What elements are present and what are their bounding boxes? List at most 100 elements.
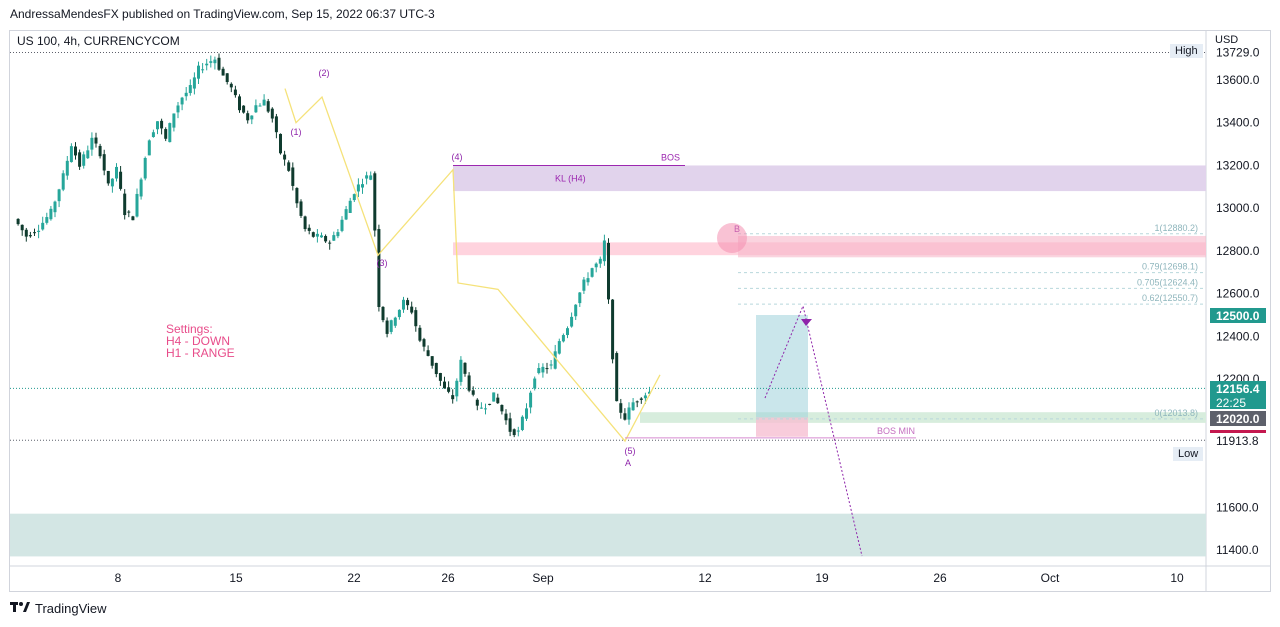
currency-label: USD bbox=[1215, 34, 1239, 46]
candle-body bbox=[61, 173, 65, 190]
candle-body bbox=[455, 380, 459, 397]
candle-body bbox=[418, 327, 422, 341]
price-badge-value: 12156.4 bbox=[1216, 382, 1260, 397]
candle-body bbox=[492, 392, 496, 402]
footer-brand[interactable]: TradingView bbox=[10, 601, 107, 616]
candle-body bbox=[340, 219, 344, 231]
wave-label-5: A bbox=[625, 458, 631, 468]
candle-body bbox=[172, 113, 176, 128]
candle-body bbox=[221, 68, 225, 76]
candle-body bbox=[123, 193, 127, 216]
candle-body bbox=[287, 162, 291, 171]
candle-body bbox=[119, 171, 123, 189]
candle-body bbox=[78, 152, 82, 167]
candle-body bbox=[311, 232, 315, 237]
x-tick-7: 26 bbox=[933, 571, 947, 585]
candle-body bbox=[377, 229, 381, 307]
x-tick-2: 22 bbox=[347, 571, 361, 585]
demand-zone-low bbox=[10, 513, 1206, 557]
candle-body bbox=[184, 92, 188, 97]
y-tick-4: 12600.0 bbox=[1216, 287, 1260, 301]
footer-brand-text: TradingView bbox=[35, 601, 107, 616]
candle-body bbox=[254, 105, 258, 113]
candle-body bbox=[41, 222, 45, 230]
projection-arrow-icon bbox=[801, 319, 812, 326]
candle-body bbox=[545, 368, 549, 370]
wave-label-2: (3) bbox=[377, 258, 388, 268]
candle-body bbox=[381, 306, 385, 321]
candle-body bbox=[512, 429, 516, 436]
candle-body bbox=[156, 121, 159, 130]
candle-body bbox=[504, 413, 508, 421]
fib-label-3: 0.62(12550.7) bbox=[1142, 293, 1198, 303]
candle-body bbox=[406, 300, 410, 306]
candle-body bbox=[508, 418, 512, 432]
price-badge-value: 12020.0 bbox=[1216, 411, 1260, 426]
candle-body bbox=[143, 157, 147, 179]
candle-body bbox=[168, 123, 172, 143]
wave-label-4: (5) bbox=[625, 446, 636, 456]
candle-body bbox=[352, 194, 356, 201]
tradingview-logo-icon bbox=[10, 601, 30, 616]
candle-body bbox=[74, 146, 77, 156]
candle-body bbox=[541, 366, 545, 373]
candle-body bbox=[24, 229, 28, 237]
candle-body bbox=[270, 108, 274, 119]
candle-body bbox=[98, 145, 102, 157]
candle-body bbox=[529, 392, 533, 408]
x-tick-3: 26 bbox=[441, 571, 455, 585]
candle-body bbox=[590, 268, 594, 277]
candle-body bbox=[373, 173, 377, 231]
candle-body bbox=[303, 216, 307, 230]
candle-body bbox=[414, 310, 418, 327]
candle-body bbox=[274, 116, 278, 133]
candle-body bbox=[160, 120, 164, 129]
candle-body bbox=[643, 395, 647, 399]
candle-body bbox=[86, 150, 90, 159]
candle-body bbox=[525, 408, 528, 419]
candle-body bbox=[639, 398, 643, 400]
publisher-line: AndressaMendesFX published on TradingVie… bbox=[10, 7, 435, 21]
candle-body bbox=[500, 404, 504, 412]
candle-body bbox=[467, 375, 471, 391]
candle-body bbox=[615, 353, 619, 402]
candle-body bbox=[295, 188, 299, 204]
candle-body bbox=[49, 208, 53, 220]
candle-body bbox=[176, 105, 180, 113]
projection-path bbox=[764, 304, 863, 557]
wave-path bbox=[284, 88, 661, 443]
y-tick-10: 13729.0 bbox=[1216, 45, 1260, 59]
candle-body bbox=[238, 96, 241, 111]
candle-body bbox=[135, 193, 139, 217]
y-tick-5: 12800.0 bbox=[1216, 244, 1260, 258]
candle-body bbox=[65, 160, 69, 176]
y-tick-0: 11400.0 bbox=[1216, 543, 1259, 557]
candle-body bbox=[459, 359, 463, 382]
candle-body bbox=[209, 61, 213, 63]
candle-body bbox=[361, 184, 364, 188]
candle-body bbox=[213, 59, 217, 64]
settings-h4: H4 - DOWN bbox=[166, 334, 230, 348]
candle-body bbox=[291, 167, 295, 186]
candle-body bbox=[233, 89, 237, 96]
candle-body bbox=[106, 170, 110, 184]
candle-body bbox=[283, 154, 287, 160]
candle-body bbox=[164, 129, 168, 139]
candle-body bbox=[582, 279, 586, 291]
x-tick-6: 19 bbox=[815, 571, 829, 585]
wave-label-0: (1) bbox=[291, 127, 302, 137]
candle-body bbox=[69, 146, 73, 163]
x-tick-4: Sep bbox=[532, 571, 554, 585]
candle-body bbox=[307, 227, 311, 231]
candle-body bbox=[94, 137, 98, 144]
candle-body bbox=[471, 390, 475, 395]
symbol-title: US 100, 4h, CURRENCYCOM bbox=[17, 34, 180, 48]
candle-body bbox=[201, 69, 205, 71]
candle-body bbox=[324, 236, 328, 242]
candle-body bbox=[533, 378, 537, 389]
candle-body bbox=[627, 407, 631, 420]
candle-body bbox=[561, 335, 565, 342]
candle-body bbox=[262, 99, 266, 106]
candle-body bbox=[402, 299, 405, 310]
